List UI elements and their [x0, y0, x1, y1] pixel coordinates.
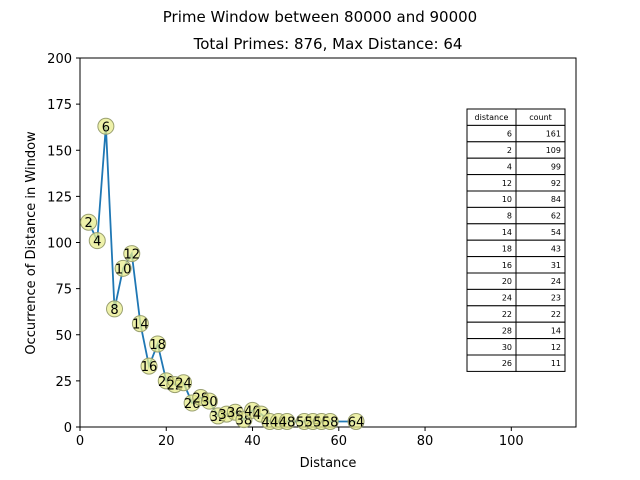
chart-title: Prime Window between 80000 and 90000: [163, 8, 477, 26]
data-point-marker: [97, 117, 115, 135]
data-point-label: 16: [141, 360, 158, 375]
table-cell-text: 8: [507, 212, 512, 221]
data-point-label: 24: [175, 377, 192, 392]
table-cell-text: 11: [551, 359, 561, 368]
y-tick-label: 100: [47, 237, 72, 252]
x-tick-label: 100: [499, 434, 524, 449]
x-tick-label: 80: [417, 434, 434, 449]
table-cell-text: 22: [502, 310, 512, 319]
table-cell-text: 30: [502, 343, 512, 352]
table-cell-text: 31: [551, 261, 561, 270]
table-cell-text: 24: [551, 277, 561, 286]
table-cell-text: 109: [546, 146, 561, 155]
y-tick-label: 175: [47, 98, 72, 113]
table-cell-text: 28: [502, 326, 512, 335]
data-point-marker: [131, 315, 149, 333]
data-point-label: 64: [348, 415, 365, 430]
table-cell-text: 6: [507, 130, 512, 139]
x-tick-label: 20: [158, 434, 175, 449]
y-axis-label: Occurrence of Distance in Window: [24, 131, 39, 355]
y-tick-label: 125: [47, 190, 72, 205]
data-point-marker: [149, 335, 167, 353]
table-cell-text: 20: [502, 277, 512, 286]
data-point-label: 48: [279, 415, 296, 430]
data-point-marker: [200, 392, 218, 410]
table-cell-text: 161: [546, 130, 561, 139]
data-point-marker: [80, 213, 98, 231]
y-tick-label: 0: [64, 421, 72, 436]
plot-area: 0 20 40 60 80 1000255075100125150175200246810…: [47, 52, 577, 449]
table-cell-text: 92: [551, 179, 561, 188]
table-header-text: count: [529, 113, 552, 122]
data-point-marker: [321, 412, 339, 430]
table-cell-text: 23: [551, 294, 561, 303]
data-point-label: 18: [149, 338, 166, 353]
table-header-text: distance: [475, 113, 509, 122]
y-tick-label: 50: [55, 329, 72, 344]
table-cell: [515, 354, 566, 372]
table-cell-text: 24: [502, 294, 512, 303]
x-tick-label: 60: [331, 434, 348, 449]
x-tick-label: 0: [76, 434, 84, 449]
chart-subtitle: Total Primes: 876, Max Distance: 64: [193, 35, 463, 53]
table-cell-text: 10: [502, 195, 512, 204]
data-point-marker: [106, 300, 124, 318]
table-cell-text: 26: [502, 359, 512, 368]
data-point-marker: [123, 245, 141, 263]
table-cell-text: 4: [507, 162, 512, 171]
data-point-label: 10: [115, 262, 132, 277]
data-point-label: 8: [110, 303, 118, 318]
table-cell-text: 18: [502, 244, 512, 253]
table-cell-text: 43: [551, 244, 561, 253]
table-cell-text: 12: [502, 179, 512, 188]
table-cell-text: 84: [551, 195, 561, 204]
table-cell-text: 14: [551, 326, 561, 335]
table-cell-text: 12: [551, 343, 561, 352]
y-tick-label: 25: [55, 375, 72, 390]
y-tick-label: 150: [47, 144, 72, 159]
data-point-label: 58: [322, 415, 339, 430]
y-tick-label: 75: [55, 283, 72, 298]
table-cell-text: 2: [507, 146, 512, 155]
data-point-marker: [175, 374, 193, 392]
table-cell-text: 62: [551, 212, 561, 221]
table-cell-text: 22: [551, 310, 561, 319]
data-point-label: 12: [123, 248, 140, 263]
data-point-marker: [114, 259, 132, 277]
data-point-marker: [140, 357, 158, 375]
data-point-label: 4: [93, 235, 101, 250]
y-tick-label: 200: [47, 52, 72, 67]
data-point-label: 30: [201, 395, 218, 410]
data-point-marker: [278, 412, 296, 430]
data-point-marker: [88, 232, 106, 250]
data-point-label: 2: [84, 216, 92, 231]
table-cell-text: 99: [551, 162, 561, 171]
data-point-marker: [347, 412, 365, 430]
table-cell-text: 54: [551, 228, 561, 237]
x-axis-label: Distance: [300, 456, 357, 471]
table-cell-text: 14: [502, 228, 512, 237]
table-cell-text: 16: [502, 261, 512, 270]
data-point-label: 6: [102, 120, 110, 135]
data-point-label: 14: [132, 318, 149, 333]
x-tick-label: 40: [244, 434, 261, 449]
